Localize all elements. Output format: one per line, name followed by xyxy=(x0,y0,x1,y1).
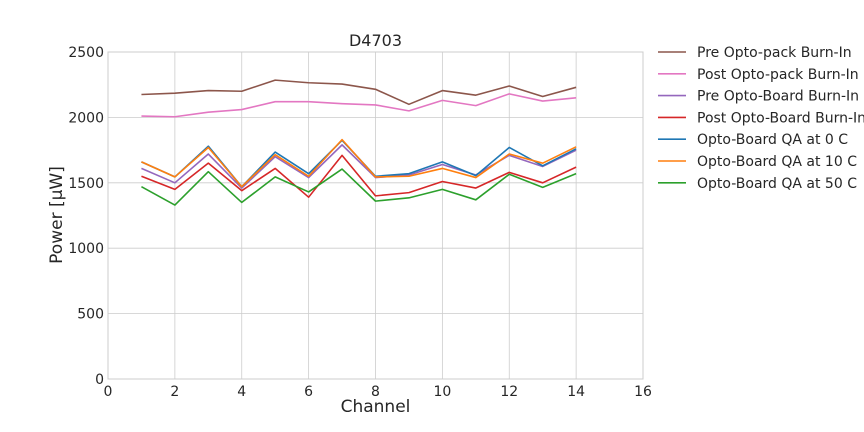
legend-label: Pre Opto-pack Burn-In xyxy=(697,45,852,61)
plot-frame xyxy=(107,51,644,380)
y-tick-label: 1500 xyxy=(68,176,104,192)
legend-label: Post Opto-pack Burn-In xyxy=(697,67,859,83)
series-line-3 xyxy=(141,144,577,189)
x-tick-label: 8 xyxy=(371,384,380,400)
series-lines xyxy=(141,79,577,206)
x-tick-label: 14 xyxy=(567,384,585,400)
x-tick-label: 10 xyxy=(433,384,451,400)
y-tick-label: 1000 xyxy=(68,241,104,257)
series-line-2 xyxy=(141,93,577,118)
legend-label: Opto-Board QA at 10 C xyxy=(697,154,857,170)
legend-label: Pre Opto-Board Burn-In xyxy=(697,89,859,105)
series-line-6 xyxy=(141,138,577,188)
legend: Pre Opto-pack Burn-In Post Opto-pack Burn… xyxy=(658,45,864,192)
x-tick-label: 2 xyxy=(170,384,179,400)
tick-labels: 0 2 4 6 8 10 12 14 16 0 500 1000 1500 2000 2500 xyxy=(68,45,652,400)
x-tick-label: 16 xyxy=(634,384,652,400)
x-tick-label: 4 xyxy=(237,384,246,400)
legend-label: Opto-Board QA at 0 C xyxy=(697,132,848,148)
y-tick-label: 2000 xyxy=(68,110,104,126)
series-line-7 xyxy=(141,168,577,206)
y-tick-label: 500 xyxy=(77,307,104,323)
x-tick-label: 6 xyxy=(304,384,313,400)
legend-label: Post Opto-Board Burn-In xyxy=(697,110,864,126)
y-tick-label: 2500 xyxy=(68,45,104,61)
grid xyxy=(107,51,644,380)
series-line-4 xyxy=(141,154,577,198)
series-line-1 xyxy=(141,79,577,106)
y-tick-label: 0 xyxy=(95,372,104,388)
legend-label: Opto-Board QA at 50 C xyxy=(697,176,857,192)
chart-title: D4703 xyxy=(349,31,402,50)
x-axis-label: Channel xyxy=(341,397,411,417)
x-tick-label: 12 xyxy=(500,384,518,400)
y-axis-label: Power [μW] xyxy=(47,166,67,264)
x-tick-label: 0 xyxy=(104,384,113,400)
